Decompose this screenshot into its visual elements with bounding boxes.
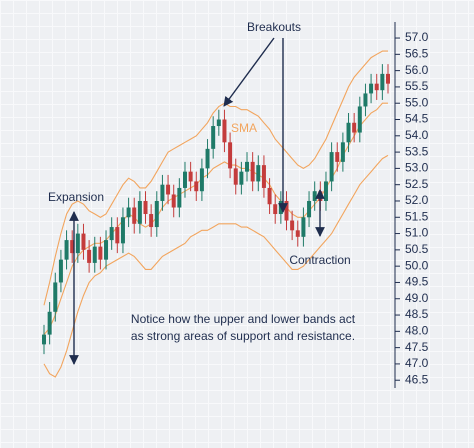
y-tick-label: 52.5 xyxy=(405,177,429,191)
y-tick-label: 50.0 xyxy=(405,258,429,272)
candle-body xyxy=(374,83,379,91)
candle-body xyxy=(273,204,278,215)
candle-body xyxy=(323,181,328,201)
y-tick-label: 53.0 xyxy=(405,161,429,175)
y-tick-label: 48.0 xyxy=(405,324,429,338)
candle-body xyxy=(87,249,92,263)
y-tick-label: 51.0 xyxy=(405,226,429,240)
candle-body xyxy=(182,171,187,188)
candle-body xyxy=(216,119,221,127)
candle-body xyxy=(295,230,300,237)
candle-body xyxy=(104,240,109,260)
candle-body xyxy=(132,207,137,224)
annotation: SMA xyxy=(231,121,257,135)
arrow xyxy=(223,37,275,107)
candle-body xyxy=(239,171,244,185)
y-tick-label: 46.5 xyxy=(405,372,429,386)
candle-body xyxy=(81,233,86,250)
candle-body xyxy=(53,282,58,312)
candle-body xyxy=(340,142,345,162)
candle-body xyxy=(211,126,216,149)
candle-body xyxy=(199,168,204,192)
candle-body xyxy=(261,165,266,188)
candle-body xyxy=(47,311,52,335)
candle-body xyxy=(75,233,80,254)
candle-body xyxy=(194,181,199,192)
candle-body xyxy=(233,168,238,185)
candle-body xyxy=(188,171,193,182)
plot-area xyxy=(42,50,390,378)
y-tick-label: 55.5 xyxy=(405,79,429,93)
candle-body xyxy=(312,191,317,201)
candle-body xyxy=(98,246,103,260)
note: as strong areas of support and resistanc… xyxy=(131,329,355,343)
y-tick-label: 50.5 xyxy=(405,242,429,256)
candle-body xyxy=(363,93,368,107)
y-tick-label: 53.5 xyxy=(405,144,429,158)
candle-body xyxy=(256,165,261,182)
y-tick-label: 52.0 xyxy=(405,193,429,207)
candle-body xyxy=(301,217,306,237)
y-tick-label: 55.0 xyxy=(405,95,429,109)
candle-body xyxy=(250,161,255,182)
note: Notice how the upper and lower bands act xyxy=(131,312,356,326)
candle-body xyxy=(42,334,46,345)
band-line xyxy=(43,102,388,335)
band-line xyxy=(43,154,389,378)
candle-body xyxy=(352,122,357,133)
y-tick-label: 47.0 xyxy=(405,356,429,370)
y-tick-label: 49.0 xyxy=(405,291,429,305)
candle-body xyxy=(228,142,233,169)
y-tick-label: 47.5 xyxy=(405,340,429,354)
candle-body xyxy=(222,119,227,143)
candle-body xyxy=(143,200,148,215)
candle-body xyxy=(290,220,295,231)
candle-body xyxy=(64,240,69,260)
y-tick-label: 56.0 xyxy=(405,63,429,77)
candle-body xyxy=(267,187,272,205)
candle-body xyxy=(92,246,97,263)
annotation: Contraction xyxy=(289,253,350,267)
candle-body xyxy=(120,217,125,244)
candle-body xyxy=(149,214,154,228)
band-line xyxy=(43,50,388,306)
annotation: Expansion xyxy=(48,190,104,204)
candle-body xyxy=(278,200,283,215)
candle-body xyxy=(205,148,210,169)
candle-body xyxy=(380,73,385,91)
candle-body xyxy=(177,187,182,208)
candle-body xyxy=(58,259,63,283)
candle-body xyxy=(307,200,312,218)
annotation: Breakouts xyxy=(247,20,301,34)
y-tick-label: 57.0 xyxy=(405,30,429,44)
y-tick-label: 49.5 xyxy=(405,275,429,289)
candle-body xyxy=(369,83,374,94)
candle-body xyxy=(329,152,334,182)
y-tick-label: 51.5 xyxy=(405,209,429,223)
y-tick-label: 54.5 xyxy=(405,112,429,126)
candle-body xyxy=(126,207,131,218)
candle-body xyxy=(154,200,159,228)
candle-body xyxy=(166,184,171,195)
y-tick-label: 48.5 xyxy=(405,307,429,321)
candle-body xyxy=(386,73,390,84)
candle-body xyxy=(335,152,340,162)
candle-body xyxy=(137,200,142,224)
candle-body xyxy=(284,200,289,221)
candle-body xyxy=(357,106,362,133)
candle-body xyxy=(346,122,351,143)
candle-body xyxy=(115,227,120,244)
y-tick-label: 54.0 xyxy=(405,128,429,142)
candle-body xyxy=(160,184,165,201)
candle-body xyxy=(109,227,114,241)
candle-body xyxy=(171,194,176,208)
y-tick-label: 56.5 xyxy=(405,47,429,61)
candle-body xyxy=(245,161,250,172)
